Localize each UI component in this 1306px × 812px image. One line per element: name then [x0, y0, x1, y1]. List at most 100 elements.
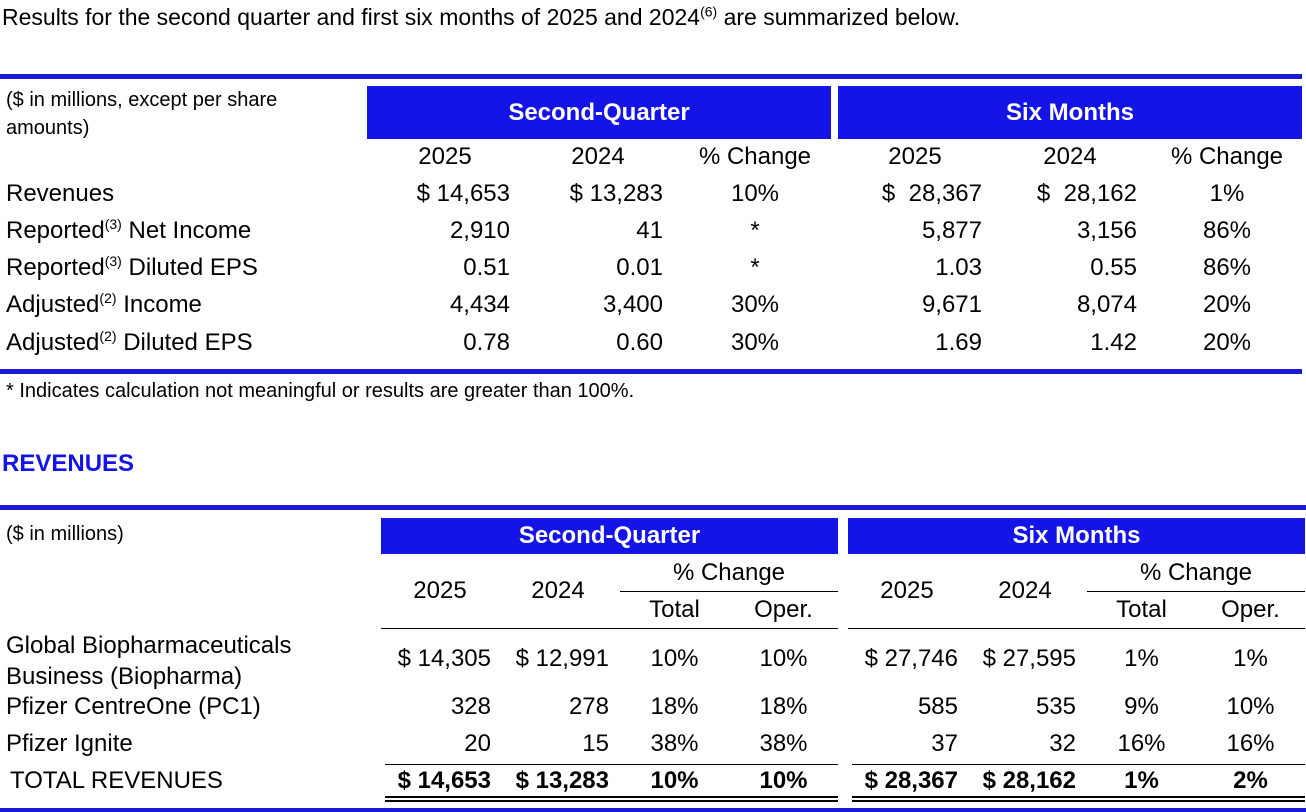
revenues-band-second-quarter: Second-Quarter: [381, 518, 838, 554]
revenues-cell: $ 27,595: [982, 645, 1076, 672]
summary-row-label-pre: Reported: [6, 254, 105, 281]
summary-cell: 86%: [1202, 254, 1252, 281]
summary-cell: 1.42: [1090, 329, 1137, 356]
summary-cell: 20%: [1202, 329, 1252, 356]
revenues-cell: 9%: [1124, 693, 1159, 720]
revenues-cell: 32: [1049, 730, 1076, 757]
summary-cell: 20%: [1202, 291, 1252, 318]
revenues-cell: $ 14,305: [397, 645, 491, 672]
revenues-row-label: Pfizer Ignite: [6, 730, 133, 757]
summary-row-footnote-ref: (2): [99, 328, 117, 344]
revenues-cell: 18%: [759, 693, 808, 720]
revenues-cell: 38%: [759, 730, 808, 757]
revenues-col-change-s: % Change: [1139, 559, 1253, 586]
summary-cell: $ 13,283: [569, 180, 663, 207]
intro-text: Results for the second quarter and first…: [2, 4, 960, 31]
revenues-col-oper-q: Oper.: [754, 596, 813, 623]
summary-cell: 0.51: [463, 254, 510, 281]
revenues-cell: 37: [931, 730, 958, 757]
revenues-top-rule: [0, 505, 1306, 510]
revenues-band-six-months-label: Six Months: [1012, 522, 1141, 549]
summary-bottom-rule: [0, 369, 1302, 374]
revenues-row-label: Global Biopharmaceuticals Business (Biop…: [6, 630, 291, 692]
revenues-col-total-q: Total: [649, 596, 700, 623]
revenues-total-label: TOTAL REVENUES: [10, 767, 223, 794]
summary-cell: 0.78: [463, 329, 510, 356]
summary-top-rule: [0, 74, 1302, 79]
revenues-cell: 38%: [650, 730, 699, 757]
revenues-cell: 10%: [1226, 693, 1275, 720]
revenues-row-label: Pfizer CentreOne (PC1): [6, 693, 261, 720]
summary-row-label: Revenues: [6, 180, 114, 208]
summary-row-footnote-ref: (2): [99, 290, 117, 306]
summary-cell: *: [750, 254, 760, 281]
summary-cell: *: [750, 217, 760, 244]
summary-cell: 41: [636, 217, 663, 244]
summary-row-label-post: Net Income: [121, 217, 252, 244]
revenues-change-underline-s: [1087, 591, 1305, 592]
revenues-cell: 16%: [1117, 730, 1166, 757]
summary-row-label: Adjusted(2) Diluted EPS: [6, 329, 253, 357]
summary-col-2025-q: 2025: [418, 143, 472, 170]
revenues-total-topline-q: [385, 764, 838, 765]
summary-band-six-months-label: Six Months: [1005, 98, 1134, 126]
revenues-cell: 20: [464, 730, 491, 757]
revenues-total-cell: 10%: [759, 767, 808, 794]
revenues-cell: 1%: [1233, 645, 1268, 672]
revenues-total-double-underline-q: [385, 796, 838, 802]
summary-col-2024-q: 2024: [571, 143, 625, 170]
summary-col-change-q: % Change: [698, 143, 812, 170]
summary-cell: 86%: [1202, 217, 1252, 244]
summary-row-label-pre: Adjusted: [6, 329, 100, 356]
revenues-cell: 16%: [1226, 730, 1275, 757]
summary-row-label-text: Revenues: [6, 180, 115, 207]
revenues-col-2024-q: 2024: [531, 577, 585, 604]
revenues-total-cell: 1%: [1124, 767, 1159, 794]
revenues-cell: $ 12,991: [515, 645, 609, 672]
summary-cell: 2,910: [449, 217, 510, 244]
summary-row-label-pre: Adjusted: [6, 291, 100, 318]
summary-cell: $ 28,162: [1036, 180, 1137, 207]
intro-text-after: are summarized below.: [717, 4, 961, 30]
revenues-bottom-rule: [0, 808, 1306, 812]
revenues-total-cell: $ 28,162: [982, 767, 1076, 794]
revenues-section-title: REVENUES: [2, 450, 135, 477]
summary-cell: 5,877: [921, 217, 982, 244]
revenues-row-label-line2: Business (Biopharma): [6, 663, 243, 690]
revenues-row-label-line1: Global Biopharmaceuticals: [6, 632, 292, 659]
intro-footnote-ref: (6): [700, 3, 718, 20]
revenues-band-second-quarter-label: Second-Quarter: [518, 522, 701, 549]
summary-col-2025-s: 2025: [888, 143, 942, 170]
summary-cell: 1%: [1209, 180, 1245, 207]
summary-cell: 9,671: [921, 291, 982, 318]
revenues-change-underline-q: [620, 591, 838, 592]
summary-cell: $ 14,653: [416, 180, 510, 207]
revenues-cell: 585: [917, 693, 958, 720]
revenues-col-oper-s: Oper.: [1221, 596, 1280, 623]
summary-cell: 4,434: [449, 291, 510, 318]
intro-text-before: Results for the second quarter and first…: [2, 4, 701, 30]
revenues-col-total-s: Total: [1116, 596, 1167, 623]
summary-cell: 30%: [730, 291, 780, 318]
revenues-cell: 1%: [1124, 645, 1159, 672]
revenues-cell: 18%: [650, 693, 699, 720]
revenues-total-cell: $ 13,283: [515, 767, 609, 794]
revenues-total-cell: 2%: [1233, 767, 1268, 794]
revenues-total-double-underline-s: [852, 796, 1305, 802]
revenues-header-underline-q: [381, 628, 838, 629]
summary-cell: 1.03: [935, 254, 982, 281]
summary-cell: $ 28,367: [881, 180, 982, 207]
summary-col-change-s: % Change: [1170, 143, 1284, 170]
summary-units-label: ($ in millions, except per share amounts…: [6, 89, 278, 139]
revenues-cell: 10%: [759, 645, 808, 672]
summary-band-six-months: Six Months: [838, 86, 1302, 139]
revenues-col-2025-q: 2025: [413, 577, 467, 604]
revenues-cell: 278: [568, 693, 609, 720]
summary-cell: 0.60: [616, 329, 663, 356]
summary-row-label: Reported(3) Diluted EPS: [6, 254, 258, 282]
revenues-total-topline-s: [852, 764, 1305, 765]
summary-row-label-post: Diluted EPS: [121, 254, 258, 281]
revenues-cell: 535: [1035, 693, 1076, 720]
revenues-col-change-q: % Change: [672, 559, 786, 586]
summary-cell: 3,156: [1076, 217, 1137, 244]
